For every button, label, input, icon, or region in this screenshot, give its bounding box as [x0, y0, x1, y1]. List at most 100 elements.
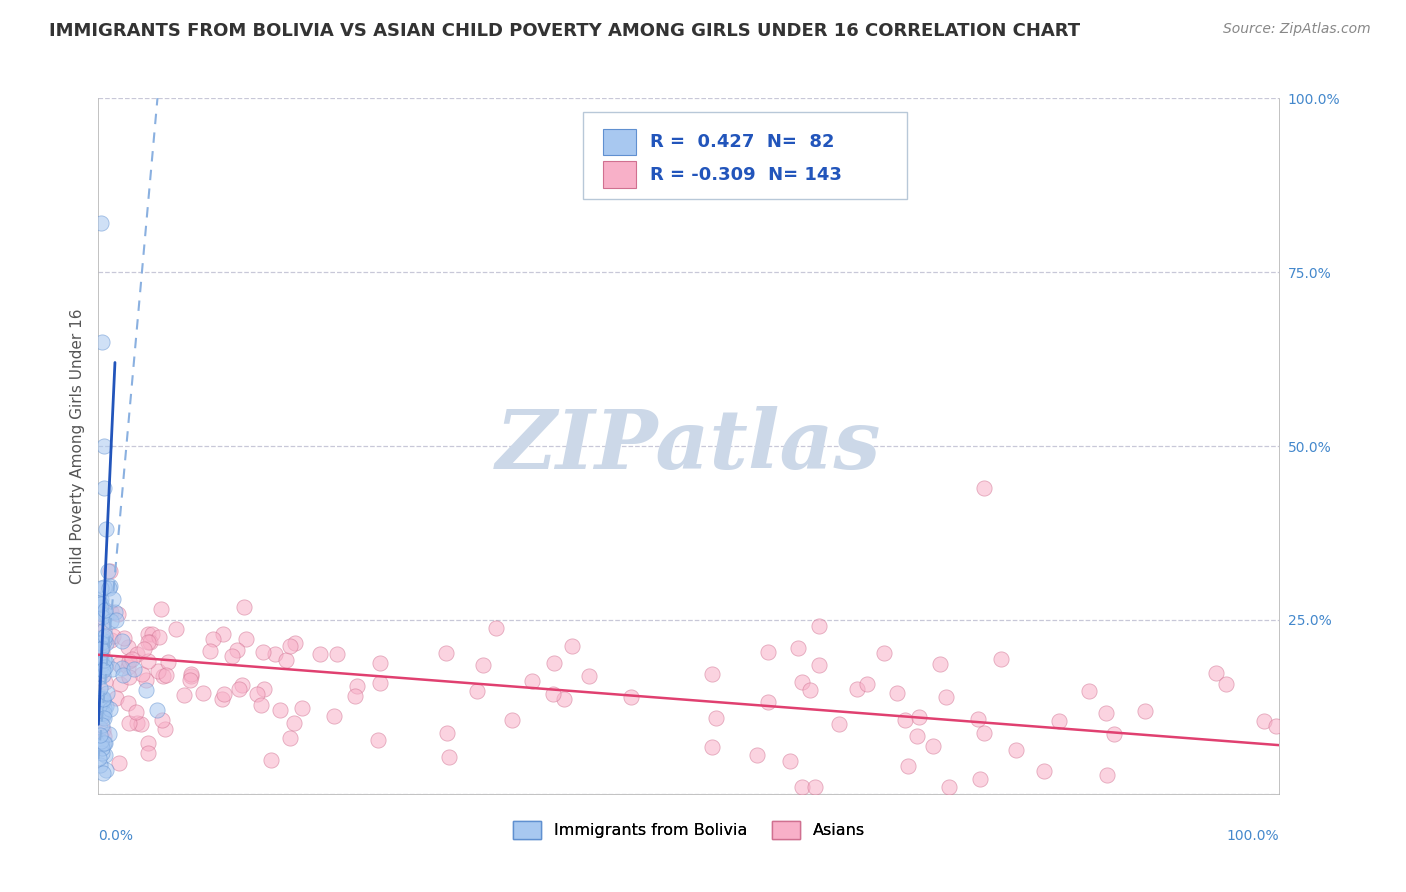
- FancyBboxPatch shape: [603, 161, 636, 188]
- Point: [131, 666, 153, 681]
- Point: [231, 678, 253, 692]
- Point: [90, 636, 112, 650]
- Point: [436, 726, 458, 740]
- Point: [93, 706, 115, 721]
- Point: [89, 721, 111, 735]
- Point: [118, 715, 141, 730]
- Point: [89, 698, 111, 713]
- Point: [89, 691, 111, 706]
- Point: [117, 640, 139, 655]
- Point: [799, 683, 821, 698]
- Point: [104, 606, 127, 620]
- Point: [93, 653, 115, 667]
- Point: [90, 635, 112, 649]
- Point: [779, 754, 801, 768]
- Point: [235, 632, 257, 646]
- Point: [165, 623, 187, 637]
- FancyBboxPatch shape: [603, 128, 636, 155]
- Point: [111, 633, 134, 648]
- Point: [346, 679, 368, 693]
- Point: [129, 717, 152, 731]
- Point: [91, 694, 114, 708]
- Point: [808, 658, 831, 673]
- Point: [561, 639, 583, 653]
- Point: [152, 669, 174, 683]
- Point: [148, 664, 170, 678]
- Point: [969, 772, 991, 787]
- Point: [90, 746, 112, 760]
- Point: [1205, 666, 1227, 681]
- Point: [90, 610, 112, 624]
- Point: [94, 636, 117, 650]
- Point: [112, 631, 135, 645]
- Point: [928, 657, 950, 671]
- Point: [100, 564, 122, 578]
- Point: [291, 701, 314, 715]
- Point: [91, 691, 114, 706]
- Point: [173, 688, 195, 702]
- Point: [619, 690, 641, 704]
- Point: [934, 690, 956, 704]
- Point: [87, 751, 110, 765]
- Point: [117, 659, 139, 673]
- Point: [111, 661, 134, 675]
- Point: [91, 765, 114, 780]
- Point: [105, 690, 128, 705]
- Point: [127, 647, 149, 661]
- Point: [886, 686, 908, 700]
- Point: [90, 738, 112, 752]
- Text: 0.0%: 0.0%: [98, 829, 134, 843]
- Point: [90, 711, 112, 725]
- Point: [370, 657, 392, 671]
- Point: [872, 646, 894, 660]
- Point: [89, 662, 111, 676]
- Point: [89, 599, 111, 614]
- Point: [90, 639, 112, 653]
- Point: [139, 634, 162, 648]
- Text: ZIPatlas: ZIPatlas: [496, 406, 882, 486]
- Point: [90, 734, 112, 748]
- Point: [437, 749, 460, 764]
- Point: [905, 730, 928, 744]
- Point: [967, 712, 990, 726]
- Point: [150, 713, 173, 727]
- Point: [938, 780, 960, 794]
- Point: [90, 662, 112, 676]
- Point: [156, 656, 179, 670]
- Point: [90, 581, 112, 595]
- Point: [856, 677, 879, 691]
- Point: [1265, 718, 1288, 732]
- Point: [907, 710, 929, 724]
- Point: [90, 592, 112, 607]
- Point: [90, 635, 112, 649]
- Y-axis label: Child Poverty Among Girls Under 16: Child Poverty Among Girls Under 16: [69, 309, 84, 583]
- Point: [89, 681, 111, 696]
- Point: [828, 716, 851, 731]
- Point: [149, 601, 172, 615]
- Text: 100.0%: 100.0%: [1227, 829, 1279, 843]
- Point: [845, 682, 868, 697]
- Point: [97, 727, 120, 741]
- Point: [108, 677, 131, 691]
- Point: [135, 673, 157, 688]
- Point: [90, 640, 112, 655]
- Point: [89, 660, 111, 674]
- Point: [93, 736, 115, 750]
- Point: [191, 686, 214, 700]
- Point: [228, 681, 250, 696]
- Text: IMMIGRANTS FROM BOLIVIA VS ASIAN CHILD POVERTY AMONG GIRLS UNDER 16 CORRELATION : IMMIGRANTS FROM BOLIVIA VS ASIAN CHILD P…: [49, 22, 1080, 40]
- Point: [94, 660, 117, 674]
- Point: [1095, 768, 1118, 782]
- Point: [180, 669, 202, 683]
- Point: [1094, 706, 1116, 720]
- Point: [803, 780, 825, 794]
- Point: [578, 669, 600, 683]
- Point: [87, 670, 110, 684]
- Point: [94, 603, 117, 617]
- Point: [90, 706, 112, 720]
- Point: [90, 706, 112, 720]
- Point: [100, 615, 122, 629]
- Point: [101, 592, 124, 607]
- Point: [91, 741, 114, 756]
- Point: [263, 647, 285, 661]
